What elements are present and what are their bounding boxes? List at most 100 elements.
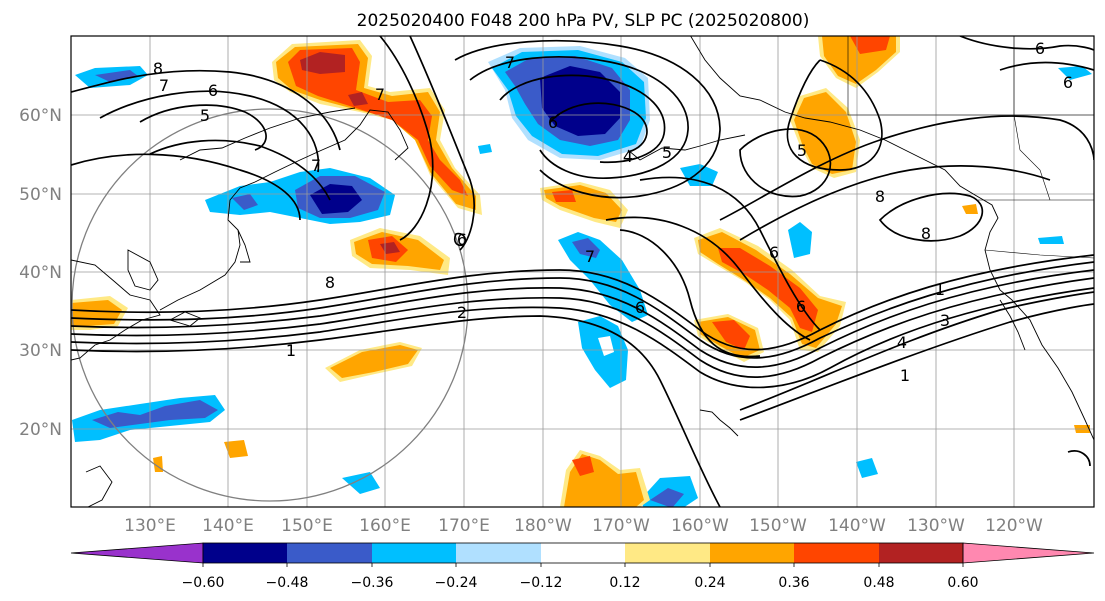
pv-anomaly-negative <box>650 488 684 507</box>
contour-label: 1 <box>900 366 910 385</box>
contour-label: 6 <box>635 298 645 317</box>
pv-anomaly-positive <box>288 48 468 196</box>
slp-contours <box>71 36 1094 507</box>
contour-label: 4 <box>897 333 907 352</box>
contour-label: 5 <box>200 106 210 125</box>
map-frame <box>70 35 1095 508</box>
latitude-labels: 20°N 30°N 40°N 50°N 60°N <box>19 106 62 440</box>
colorbar-tick-label: −0.24 <box>435 575 478 591</box>
contour-label: 7 <box>505 53 515 72</box>
contour-label: 1 <box>935 280 945 299</box>
lon-label: 120°W <box>985 516 1043 536</box>
pv-anomaly-negative <box>1038 236 1064 244</box>
lon-label: 130°E <box>124 516 176 536</box>
pv-anomaly-positive <box>794 92 856 174</box>
colorbar-tick-label: 0.48 <box>863 575 894 591</box>
pv-anomaly-positive <box>718 248 818 332</box>
contour-label: 3 <box>940 311 950 330</box>
pv-anomaly-positive <box>348 92 368 106</box>
lon-label: 160°W <box>671 516 729 536</box>
colorbar-tick-label: −0.60 <box>182 575 225 591</box>
lon-label: 150°E <box>281 516 333 536</box>
lon-label: 140°W <box>828 516 886 536</box>
contour-label: 1 <box>286 341 296 360</box>
colorbar-segment <box>879 543 963 563</box>
pv-anomaly-negative <box>92 400 218 428</box>
lon-label: 170°E <box>438 516 490 536</box>
colorbar-segment <box>372 543 456 563</box>
reference-circle <box>71 108 469 502</box>
contour-label: 6 <box>769 243 779 262</box>
pv-anomaly-negative <box>1058 66 1092 80</box>
colorbar-segment <box>456 543 541 563</box>
lat-label: 30°N <box>19 341 62 361</box>
contour-label: 8 <box>325 273 335 292</box>
pv-anomaly-positive <box>572 456 594 476</box>
colorbar-extend-min <box>70 542 204 564</box>
colorbar-tick-labels: −0.60 −0.48 −0.36 −0.24 −0.12 0.12 0.24 … <box>182 575 979 591</box>
map-content: 8 7 6 5 7 8 6 2 1 7 6 4 5 6 8 6 8 6 5 7 … <box>71 36 1094 507</box>
contour-label: 2 <box>457 303 467 322</box>
colorbar-tick-label: −0.48 <box>266 575 309 591</box>
contour-label: 6 <box>796 297 806 316</box>
pv-anomaly-positive <box>552 190 576 202</box>
colorbar-tick-label: 0.36 <box>778 575 809 591</box>
contour-label: 6 <box>1035 39 1045 58</box>
contour-label: 6 <box>1063 73 1073 92</box>
contour-label: 5 <box>797 141 807 160</box>
colorbar-segment <box>625 543 710 563</box>
pv-anomaly-negative <box>478 144 492 154</box>
contour-label: 8 <box>153 59 163 78</box>
contour-label: 6 <box>208 81 218 100</box>
colorbar-tick-label: 0.12 <box>609 575 640 591</box>
colorbar-segment <box>710 543 794 563</box>
lat-label: 60°N <box>19 106 62 126</box>
colorbar-segment <box>541 543 625 563</box>
colorbar-outline <box>202 542 964 564</box>
longitude-labels: 130°E 140°E 150°E 160°E 170°E 180°W 170°… <box>124 516 1043 536</box>
contour-label: 7 <box>311 156 321 175</box>
pv-anomaly-negative <box>680 164 718 186</box>
contour-label: 6 <box>548 113 558 132</box>
contour-label: 8 <box>875 187 885 206</box>
lon-label: 130°W <box>907 516 965 536</box>
contour-label: 5 <box>662 143 672 162</box>
contour-label: 8 <box>921 224 931 243</box>
colorbar <box>70 542 1095 567</box>
pv-anomaly-negative <box>232 194 258 210</box>
colorbar-tick-label: 0.60 <box>947 575 978 591</box>
contour-labels: 8 7 6 5 7 8 6 2 1 7 6 4 5 6 8 6 8 6 5 7 … <box>153 39 1073 385</box>
pv-anomaly-positive <box>224 440 248 458</box>
pv-anomaly-negative <box>788 222 812 258</box>
pv-anomaly-negative <box>572 238 600 258</box>
pv-anomaly-negative <box>342 472 380 494</box>
colorbar-tick-label: −0.36 <box>351 575 394 591</box>
colorbar-segment <box>794 543 879 563</box>
lat-label: 20°N <box>19 420 62 440</box>
pv-shading <box>71 36 1092 507</box>
contour-label: 6 <box>457 230 467 249</box>
pv-anomaly-negative <box>95 70 138 82</box>
map-title: 2025020400 F048 200 hPa PV, SLP PC (2025… <box>357 11 810 31</box>
contour-label: 7 <box>159 76 169 95</box>
lon-label: 170°W <box>592 516 650 536</box>
pv-anomaly-negative <box>540 66 620 136</box>
contour-label: 4 <box>623 147 633 166</box>
pv-anomaly-positive <box>850 36 890 54</box>
pv-anomaly-negative <box>598 336 614 356</box>
contour-label: 7 <box>585 247 595 266</box>
colorbar-segment <box>287 543 372 563</box>
pv-anomaly-negative <box>310 184 362 214</box>
lon-label: 140°E <box>202 516 254 536</box>
contour-label: 7 <box>375 85 385 104</box>
lon-label: 150°W <box>749 516 807 536</box>
colorbar-tick-label: 0.24 <box>694 575 725 591</box>
lat-label: 40°N <box>19 263 62 283</box>
coastlines <box>71 36 1094 507</box>
lon-label: 180°W <box>514 516 572 536</box>
lat-label: 50°N <box>19 185 62 205</box>
pv-anomaly-positive <box>962 204 978 214</box>
colorbar-segment <box>203 543 287 563</box>
pv-anomaly-positive <box>712 320 750 350</box>
